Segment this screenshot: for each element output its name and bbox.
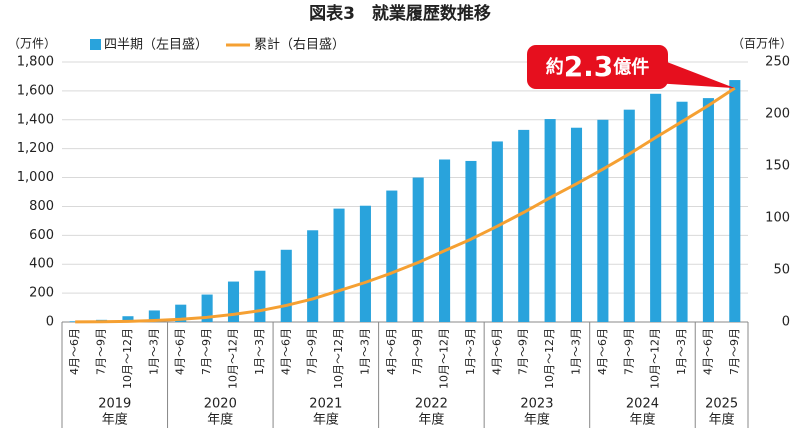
y-axis-unit: （万件） — [8, 37, 56, 51]
bar — [570, 127, 583, 322]
x-tick-label: 1月～3月 — [253, 328, 266, 375]
y-tick-label: 1,400 — [17, 112, 54, 127]
y-tick-label: 200 — [29, 286, 54, 301]
x-tick-label: 4月～6月 — [174, 328, 187, 375]
group-unit: 年度 — [313, 412, 339, 428]
chart-title: 図表3 就業履歴数推移 — [309, 3, 491, 24]
bar — [650, 93, 662, 323]
bar — [518, 129, 530, 322]
y2-tick-label: 200 — [765, 107, 790, 122]
bar — [465, 160, 477, 322]
bar — [359, 205, 371, 322]
y2-tick-label: 150 — [765, 159, 790, 174]
y-tick-label: 1,000 — [17, 170, 54, 185]
bar — [122, 316, 134, 322]
bar — [491, 141, 503, 322]
x-tick-label: 7月～9月 — [200, 328, 213, 375]
bar — [227, 281, 240, 322]
y-tick-label: 600 — [29, 228, 54, 243]
group-label: 2024 — [626, 397, 659, 412]
group-label: 2019 — [98, 397, 131, 412]
bar — [597, 119, 609, 323]
y2-axis-unit: （百万件） — [732, 37, 792, 51]
x-tick-label: 7月～9月 — [517, 328, 530, 375]
x-tick-label: 7月～9月 — [95, 328, 108, 375]
x-tick-label: 4月～6月 — [596, 328, 609, 375]
group-label: 2023 — [520, 397, 553, 412]
x-tick-label: 1月～3月 — [570, 328, 583, 375]
x-tick-label: 1月～3月 — [675, 328, 688, 375]
bar — [254, 270, 266, 322]
group-label: 2021 — [309, 397, 342, 412]
bar — [386, 190, 398, 322]
bar — [148, 310, 160, 322]
group-unit: 年度 — [207, 412, 233, 428]
group-label: 2025 — [705, 397, 738, 412]
y-tick-label: 800 — [29, 199, 54, 214]
callout-suffix: 億件 — [613, 56, 649, 78]
group-label: 2022 — [415, 397, 448, 412]
group-label: 2020 — [204, 397, 237, 412]
group-unit: 年度 — [102, 412, 128, 428]
y2-tick-label: 50 — [773, 263, 790, 278]
x-tick-label: 4月～6月 — [385, 328, 398, 375]
bar — [623, 109, 635, 323]
group-unit: 年度 — [524, 412, 550, 428]
callout-box — [527, 45, 668, 89]
group-unit: 年度 — [629, 412, 655, 428]
y2-tick-label: 0 — [782, 315, 790, 330]
legend-label: 累計（右目盛） — [254, 37, 345, 53]
x-tick-label: 10月～12月 — [438, 328, 451, 389]
x-tick-label: 10月～12月 — [227, 328, 240, 389]
y-tick-label: 400 — [29, 257, 54, 272]
bar — [412, 177, 424, 322]
x-tick-label: 1月～3月 — [358, 328, 371, 375]
callout-number: 2.3 — [564, 50, 614, 83]
y-tick-label: 1,800 — [17, 55, 54, 70]
x-tick-label: 10月～12月 — [121, 328, 134, 389]
y2-tick-label: 100 — [765, 211, 790, 226]
y-tick-label: 1,200 — [17, 141, 54, 156]
legend-label: 四半期（左目盛） — [104, 38, 208, 53]
x-tick-label: 7月～9月 — [411, 328, 424, 375]
line-series — [75, 86, 736, 324]
x-tick-label: 10月～12月 — [649, 328, 662, 389]
x-tick-label: 4月～6月 — [701, 328, 714, 375]
legend-swatch — [90, 39, 101, 50]
x-tick-label: 4月～6月 — [68, 328, 81, 375]
callout-prefix: 約 — [546, 56, 564, 78]
bar — [201, 294, 213, 322]
bar — [280, 249, 292, 322]
callout-text: 約2.3億件 — [546, 50, 650, 83]
bar — [307, 230, 319, 322]
x-tick-label: 1月～3月 — [464, 328, 477, 375]
x-tick-label: 4月～6月 — [490, 328, 503, 375]
bar — [544, 119, 556, 322]
x-tick-label: 7月～9月 — [622, 328, 635, 375]
bar — [333, 208, 345, 322]
callout-pointer — [654, 57, 735, 89]
x-tick-label: 1月～3月 — [147, 328, 160, 375]
x-tick-label: 10月～12月 — [332, 328, 345, 389]
y2-tick-label: 250 — [765, 55, 790, 70]
group-unit: 年度 — [418, 412, 444, 428]
x-tick-label: 7月～9月 — [728, 328, 741, 375]
y-tick-label: 0 — [46, 315, 54, 330]
y-tick-label: 1,600 — [17, 83, 54, 98]
x-tick-label: 7月～9月 — [306, 328, 319, 375]
bar — [729, 80, 741, 322]
bar — [175, 304, 187, 322]
bar — [439, 159, 451, 322]
group-unit: 年度 — [709, 412, 735, 428]
x-tick-label: 4月～6月 — [279, 328, 292, 375]
x-tick-label: 10月～12月 — [543, 328, 556, 389]
bar — [702, 98, 714, 322]
bar — [676, 101, 688, 322]
